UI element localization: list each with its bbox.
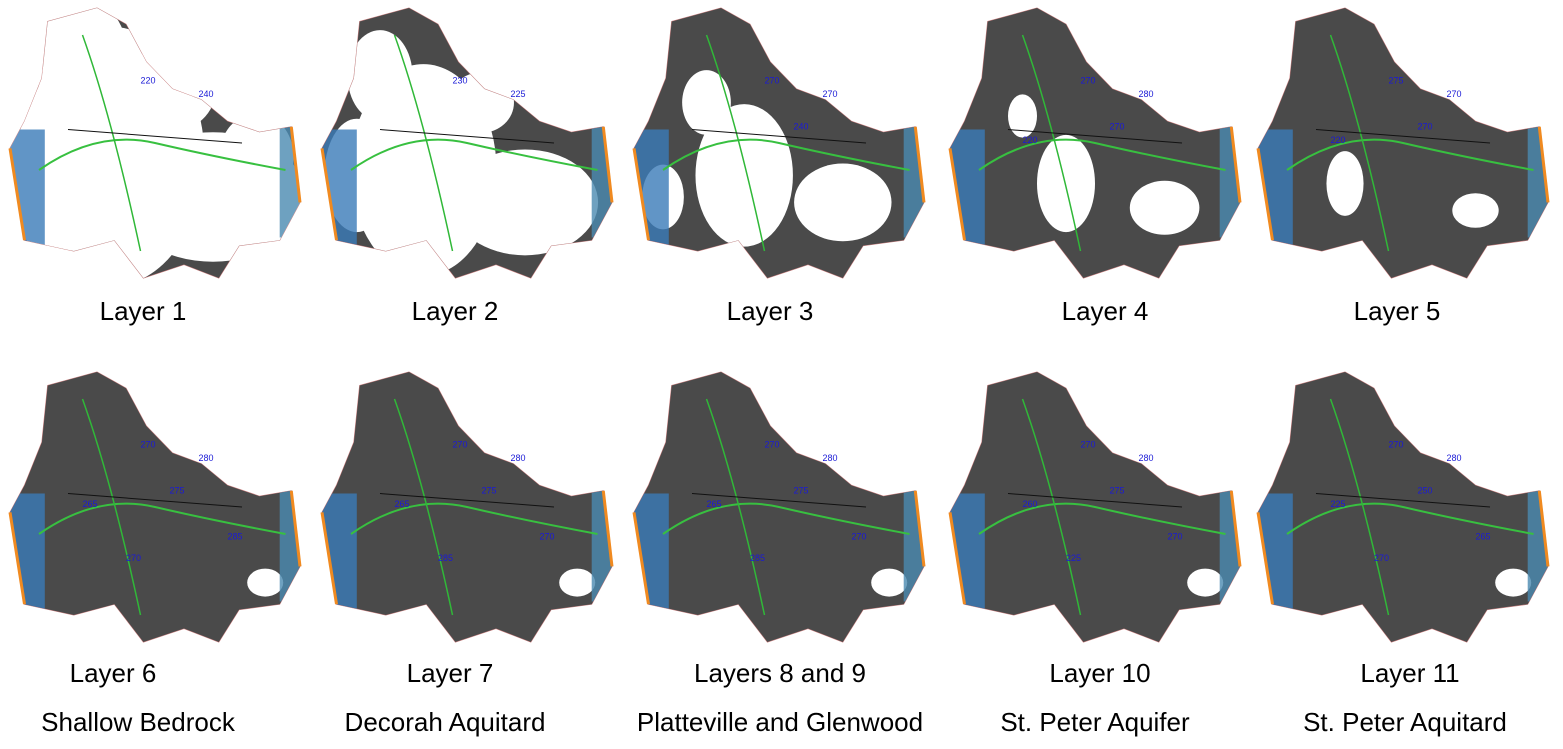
inactive-area	[1037, 135, 1095, 232]
panel-label: Layer 2	[412, 296, 499, 326]
contour-label: 275	[482, 486, 497, 496]
contour-label: 240	[794, 122, 809, 132]
panel-label: Layer 3	[727, 296, 814, 326]
panel-sublabel: Platteville and Glenwood	[637, 707, 923, 737]
panel-label: Layers 8 and 9	[694, 658, 866, 688]
panel-label: Layer 6	[70, 658, 157, 688]
aquifer-extent	[1258, 8, 1548, 278]
contour-label: 280	[823, 453, 838, 463]
contour-label: 280	[1447, 453, 1462, 463]
contour-label: 270	[540, 531, 555, 541]
inactive-area	[682, 70, 731, 135]
aquifer-extent	[1258, 372, 1548, 642]
contour-label: 265	[1476, 531, 1491, 541]
aquifer-extent	[322, 372, 612, 642]
panel-sublabel: St. Peter Aquitard	[1303, 707, 1507, 737]
contour-label: 275	[170, 486, 185, 496]
contour-label: 270	[1374, 553, 1389, 563]
contour-label: 270	[141, 440, 156, 450]
contour-label: 225	[1066, 553, 1081, 563]
aquifer-extent	[322, 8, 612, 278]
inactive-area	[1130, 181, 1200, 235]
contour-label: 220	[1023, 135, 1038, 145]
map-panel: 270 280 275 265 285 270	[322, 372, 612, 642]
contour-label: 220	[1331, 135, 1346, 145]
map-panel: 270 280 250 225 270 265	[1258, 372, 1548, 642]
contour-label: 280	[1139, 453, 1154, 463]
contour-label: 270	[1110, 122, 1125, 132]
contour-label: 265	[83, 499, 98, 509]
aquifer-extent	[10, 372, 300, 642]
panel-label: Layer 5	[1354, 296, 1441, 326]
contour-label: 270	[1081, 76, 1096, 86]
contour-label: 225	[511, 89, 526, 99]
contour-label: 270	[1447, 89, 1462, 99]
inactive-area	[559, 569, 595, 597]
inactive-area	[1326, 151, 1363, 216]
inactive-area	[1452, 193, 1498, 228]
inactive-area	[1495, 569, 1531, 597]
contour-label: 275	[794, 486, 809, 496]
contour-label: 270	[1418, 122, 1433, 132]
contour-label: 260	[1023, 499, 1038, 509]
map-panel: 220 240	[7, 0, 306, 286]
panel-sublabel: Decorah Aquitard	[345, 707, 546, 737]
map-panel: 270 280 275 260 225 270	[950, 372, 1240, 642]
contour-label: 270	[765, 440, 780, 450]
panel-sublabel: St. Peter Aquifer	[1000, 707, 1190, 737]
contour-label: 240	[199, 89, 214, 99]
contour-label: 270	[453, 440, 468, 450]
contour-label: 265	[395, 499, 410, 509]
contour-label: 285	[438, 553, 453, 563]
contour-label: 275	[1110, 486, 1125, 496]
map-panel: 270 280 275 265 270 285	[10, 372, 300, 642]
contour-label: 230	[453, 76, 468, 86]
map-panel: 275 270 270 220	[1258, 8, 1548, 278]
map-panel: 270 280 270 220	[950, 8, 1240, 278]
map-panel: 270 280 275 265 285 270	[634, 372, 924, 642]
contour-label: 275	[1389, 76, 1404, 86]
inactive-area	[1187, 569, 1223, 597]
panel-label: Layer 7	[407, 658, 494, 688]
panel-sublabel: Shallow Bedrock	[41, 707, 236, 737]
inactive-area	[871, 569, 907, 597]
contour-label: 285	[228, 531, 243, 541]
aquifer-extent	[950, 8, 1240, 278]
contour-label: 270	[1168, 531, 1183, 541]
contour-label: 270	[765, 76, 780, 86]
contour-label: 280	[199, 453, 214, 463]
panel-label: Layer 11	[1360, 658, 1459, 688]
contour-label: 220	[141, 76, 156, 86]
contour-label: 270	[1389, 440, 1404, 450]
panel-label: Layer 1	[100, 296, 187, 326]
inactive-area	[247, 569, 283, 597]
contour-label: 270	[1081, 440, 1096, 450]
aquifer-extent	[950, 372, 1240, 642]
aquifer-extent	[634, 8, 924, 278]
contour-label: 285	[750, 553, 765, 563]
map-panel: 230 225	[322, 8, 612, 278]
contour-label: 270	[126, 553, 141, 563]
figure: 220 240 Layer 1 230 225 Layer 2 270 270 240 Layer…	[0, 0, 1563, 749]
contour-label: 280	[1139, 89, 1154, 99]
inactive-area	[1467, 81, 1513, 124]
contour-label: 270	[823, 89, 838, 99]
contour-label: 265	[707, 499, 722, 509]
contour-label: 270	[852, 531, 867, 541]
contour-label: 225	[1331, 499, 1346, 509]
map-panel: 270 270 240	[634, 8, 924, 278]
aquifer-extent	[634, 372, 924, 642]
contour-label: 250	[1418, 486, 1433, 496]
contour-label: 280	[511, 453, 526, 463]
panel-label: Layer 4	[1062, 296, 1149, 326]
panel-label: Layer 10	[1049, 658, 1150, 688]
inactive-area	[794, 164, 891, 242]
